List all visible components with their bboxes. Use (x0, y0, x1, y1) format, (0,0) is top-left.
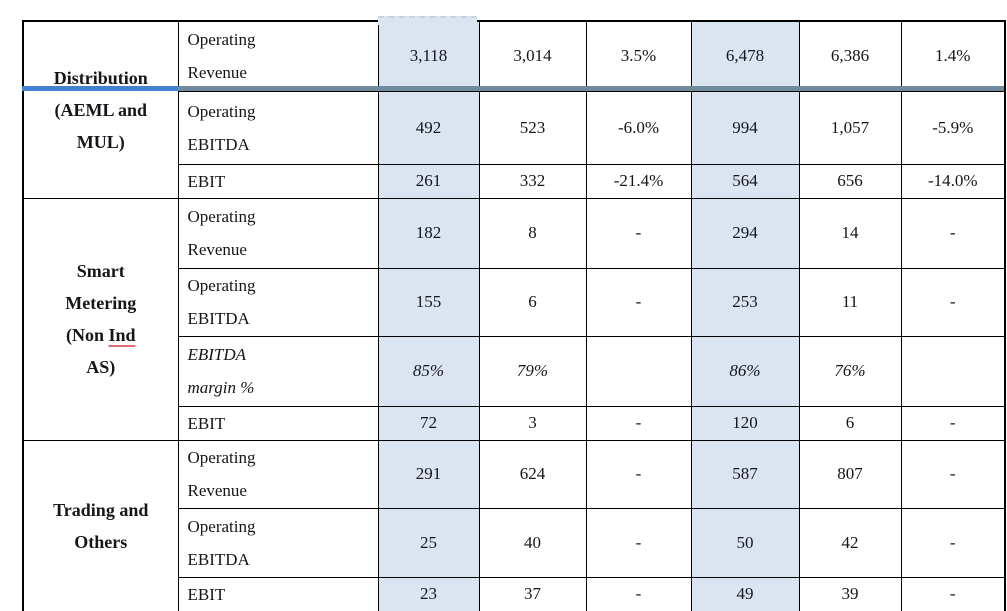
value-cell (585, 335, 692, 407)
value-cell: - (585, 405, 692, 441)
metric-cell: Operating Revenue (177, 197, 379, 269)
value-cell: - (585, 197, 692, 269)
value-cell: 294 (690, 197, 800, 269)
value-cell: - (900, 405, 1006, 441)
metric-cell: EBITDA margin % (177, 335, 379, 407)
value-cell: 23 (377, 576, 480, 611)
section-label-line: Metering (65, 293, 137, 313)
value-cell: - (900, 267, 1006, 337)
table-row: Distribution (AEML and MUL) Operating Re… (22, 20, 1006, 199)
spellcheck-underlined-word: Ind (108, 325, 136, 345)
table-row: Operating EBITDA 25 40 - 50 42 - (23, 507, 1006, 578)
metric-cell: Operating Revenue (177, 20, 379, 92)
value-cell: 8 (478, 197, 587, 269)
table-row: EBIT 72 3 - 120 6 - (23, 405, 1006, 441)
value-cell: 332 (478, 163, 587, 199)
table-row: EBIT 261 332 -21.4% 564 656 -14.0% (23, 163, 1006, 199)
value-cell (900, 335, 1006, 407)
metric-cell: Operating Revenue (177, 439, 379, 509)
value-cell: - (900, 576, 1006, 611)
value-cell: -5.9% (900, 90, 1006, 165)
value-cell: 50 (690, 507, 800, 578)
value-cell: 6 (478, 267, 587, 337)
section-label-line: (Non Ind (65, 325, 136, 345)
table-row: EBITDA margin % 85% 79% 86% 76% (23, 335, 1006, 407)
value-cell: 3,118 (377, 20, 480, 92)
value-cell: 3.5% (585, 20, 692, 92)
value-cell: 14 (798, 197, 902, 269)
value-cell: 72 (377, 405, 480, 441)
value-cell: 79% (478, 335, 587, 407)
value-cell: 253 (690, 267, 800, 337)
value-cell: - (585, 267, 692, 337)
metric-cell: Operating EBITDA (177, 267, 379, 337)
table-row: Smart Metering (Non Ind AS) Operating Re… (22, 197, 1006, 441)
section-label-line: Others (74, 531, 128, 552)
value-cell: 994 (690, 90, 800, 165)
section-cell-smart-metering: Smart Metering (Non Ind AS) (22, 197, 179, 441)
divider-gray-segment (178, 86, 1004, 91)
value-cell: 39 (798, 576, 902, 611)
table-row: Operating EBITDA 492 523 -6.0% 994 1,057… (23, 90, 1006, 165)
value-cell: - (585, 576, 692, 611)
value-cell: 564 (690, 163, 800, 199)
metric-cell: EBIT (177, 405, 379, 441)
section-label-line: Trading and (53, 499, 149, 520)
value-cell: 11 (798, 267, 902, 337)
metric-cell: EBIT (177, 576, 379, 611)
value-cell: - (900, 507, 1006, 578)
value-cell: 42 (798, 507, 902, 578)
value-cell: 182 (377, 197, 480, 269)
highlight-column-top-artifact (378, 16, 477, 25)
value-cell: -21.4% (585, 163, 692, 199)
value-cell: 40 (478, 507, 587, 578)
value-cell: 3,014 (478, 20, 587, 92)
value-cell: 587 (690, 439, 800, 509)
value-cell: 807 (798, 439, 902, 509)
section-cell-trading-others: Trading and Others (22, 439, 179, 611)
value-cell: 37 (478, 576, 587, 611)
value-cell: 1.4% (900, 20, 1006, 92)
value-cell: 6,478 (690, 20, 800, 92)
value-cell: 492 (377, 90, 480, 165)
metric-cell: Operating EBITDA (177, 507, 379, 578)
value-cell: 120 (690, 405, 800, 441)
section-cell-distribution: Distribution (AEML and MUL) (22, 20, 179, 199)
value-cell: 76% (798, 335, 902, 407)
value-cell: -6.0% (585, 90, 692, 165)
section-divider-line (22, 86, 1004, 91)
value-cell: - (900, 197, 1006, 269)
value-cell: 261 (377, 163, 480, 199)
value-cell: 6,386 (798, 20, 902, 92)
value-cell: 656 (798, 163, 902, 199)
value-cell: 291 (377, 439, 480, 509)
section-label-line: MUL) (76, 131, 125, 152)
section-label-line: Smart (76, 261, 125, 281)
value-cell: 85% (377, 335, 480, 407)
table-row: Trading and Others Operating Revenue 291… (22, 439, 1006, 611)
value-cell: 3 (478, 405, 587, 441)
financial-segment-table: Distribution (AEML and MUL) Operating Re… (22, 20, 1006, 611)
section-label-line: AS) (86, 357, 116, 377)
value-cell: -14.0% (900, 163, 1006, 199)
value-cell: 25 (377, 507, 480, 578)
value-cell: - (900, 439, 1006, 509)
value-cell: 86% (690, 335, 800, 407)
value-cell: - (585, 507, 692, 578)
value-cell: - (585, 439, 692, 509)
table-row: Operating EBITDA 155 6 - 253 11 - (23, 267, 1006, 337)
value-cell: 624 (478, 439, 587, 509)
value-cell: 155 (377, 267, 480, 337)
value-cell: 523 (478, 90, 587, 165)
divider-blue-segment (22, 86, 178, 91)
value-cell: 6 (798, 405, 902, 441)
section-label-line: Distribution (53, 67, 148, 88)
value-cell: 1,057 (798, 90, 902, 165)
section-label-line: (AEML and (54, 99, 148, 120)
metric-cell: EBIT (177, 163, 379, 199)
metric-cell: Operating EBITDA (177, 90, 379, 165)
value-cell: 49 (690, 576, 800, 611)
